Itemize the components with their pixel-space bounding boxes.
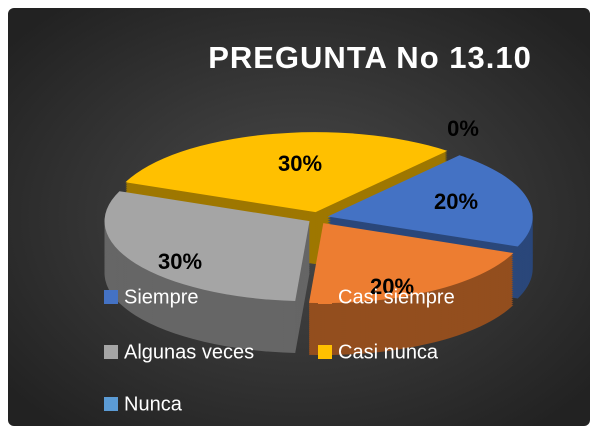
legend-swatch <box>104 397 118 411</box>
legend-swatch <box>318 345 332 359</box>
slice <box>308 223 514 304</box>
legend-label: Algunas veces <box>124 341 254 363</box>
data-label: 0% <box>447 116 479 141</box>
legend-label: Siempre <box>124 286 198 308</box>
legend-label: Casi nunca <box>338 341 439 363</box>
slice <box>104 191 310 301</box>
pie: 20% 20% 30% 30% 0% <box>104 116 533 356</box>
slice <box>324 152 457 214</box>
data-label: 20% <box>370 274 414 299</box>
data-label: 20% <box>434 189 478 214</box>
slice <box>327 155 533 247</box>
legend-swatch <box>104 345 118 359</box>
data-label: 30% <box>158 249 202 274</box>
chart-title: PREGUNTA No 13.10 <box>208 40 532 75</box>
legend-label: Nunca <box>124 393 183 415</box>
legend: Siempre Casi siempre Algunas veces Casi nun… <box>104 286 455 415</box>
slice <box>125 132 448 213</box>
data-label: 30% <box>278 151 322 176</box>
legend-swatch <box>104 290 118 304</box>
legend-swatch <box>318 290 332 304</box>
legend-label: Casi siempre <box>338 286 455 308</box>
